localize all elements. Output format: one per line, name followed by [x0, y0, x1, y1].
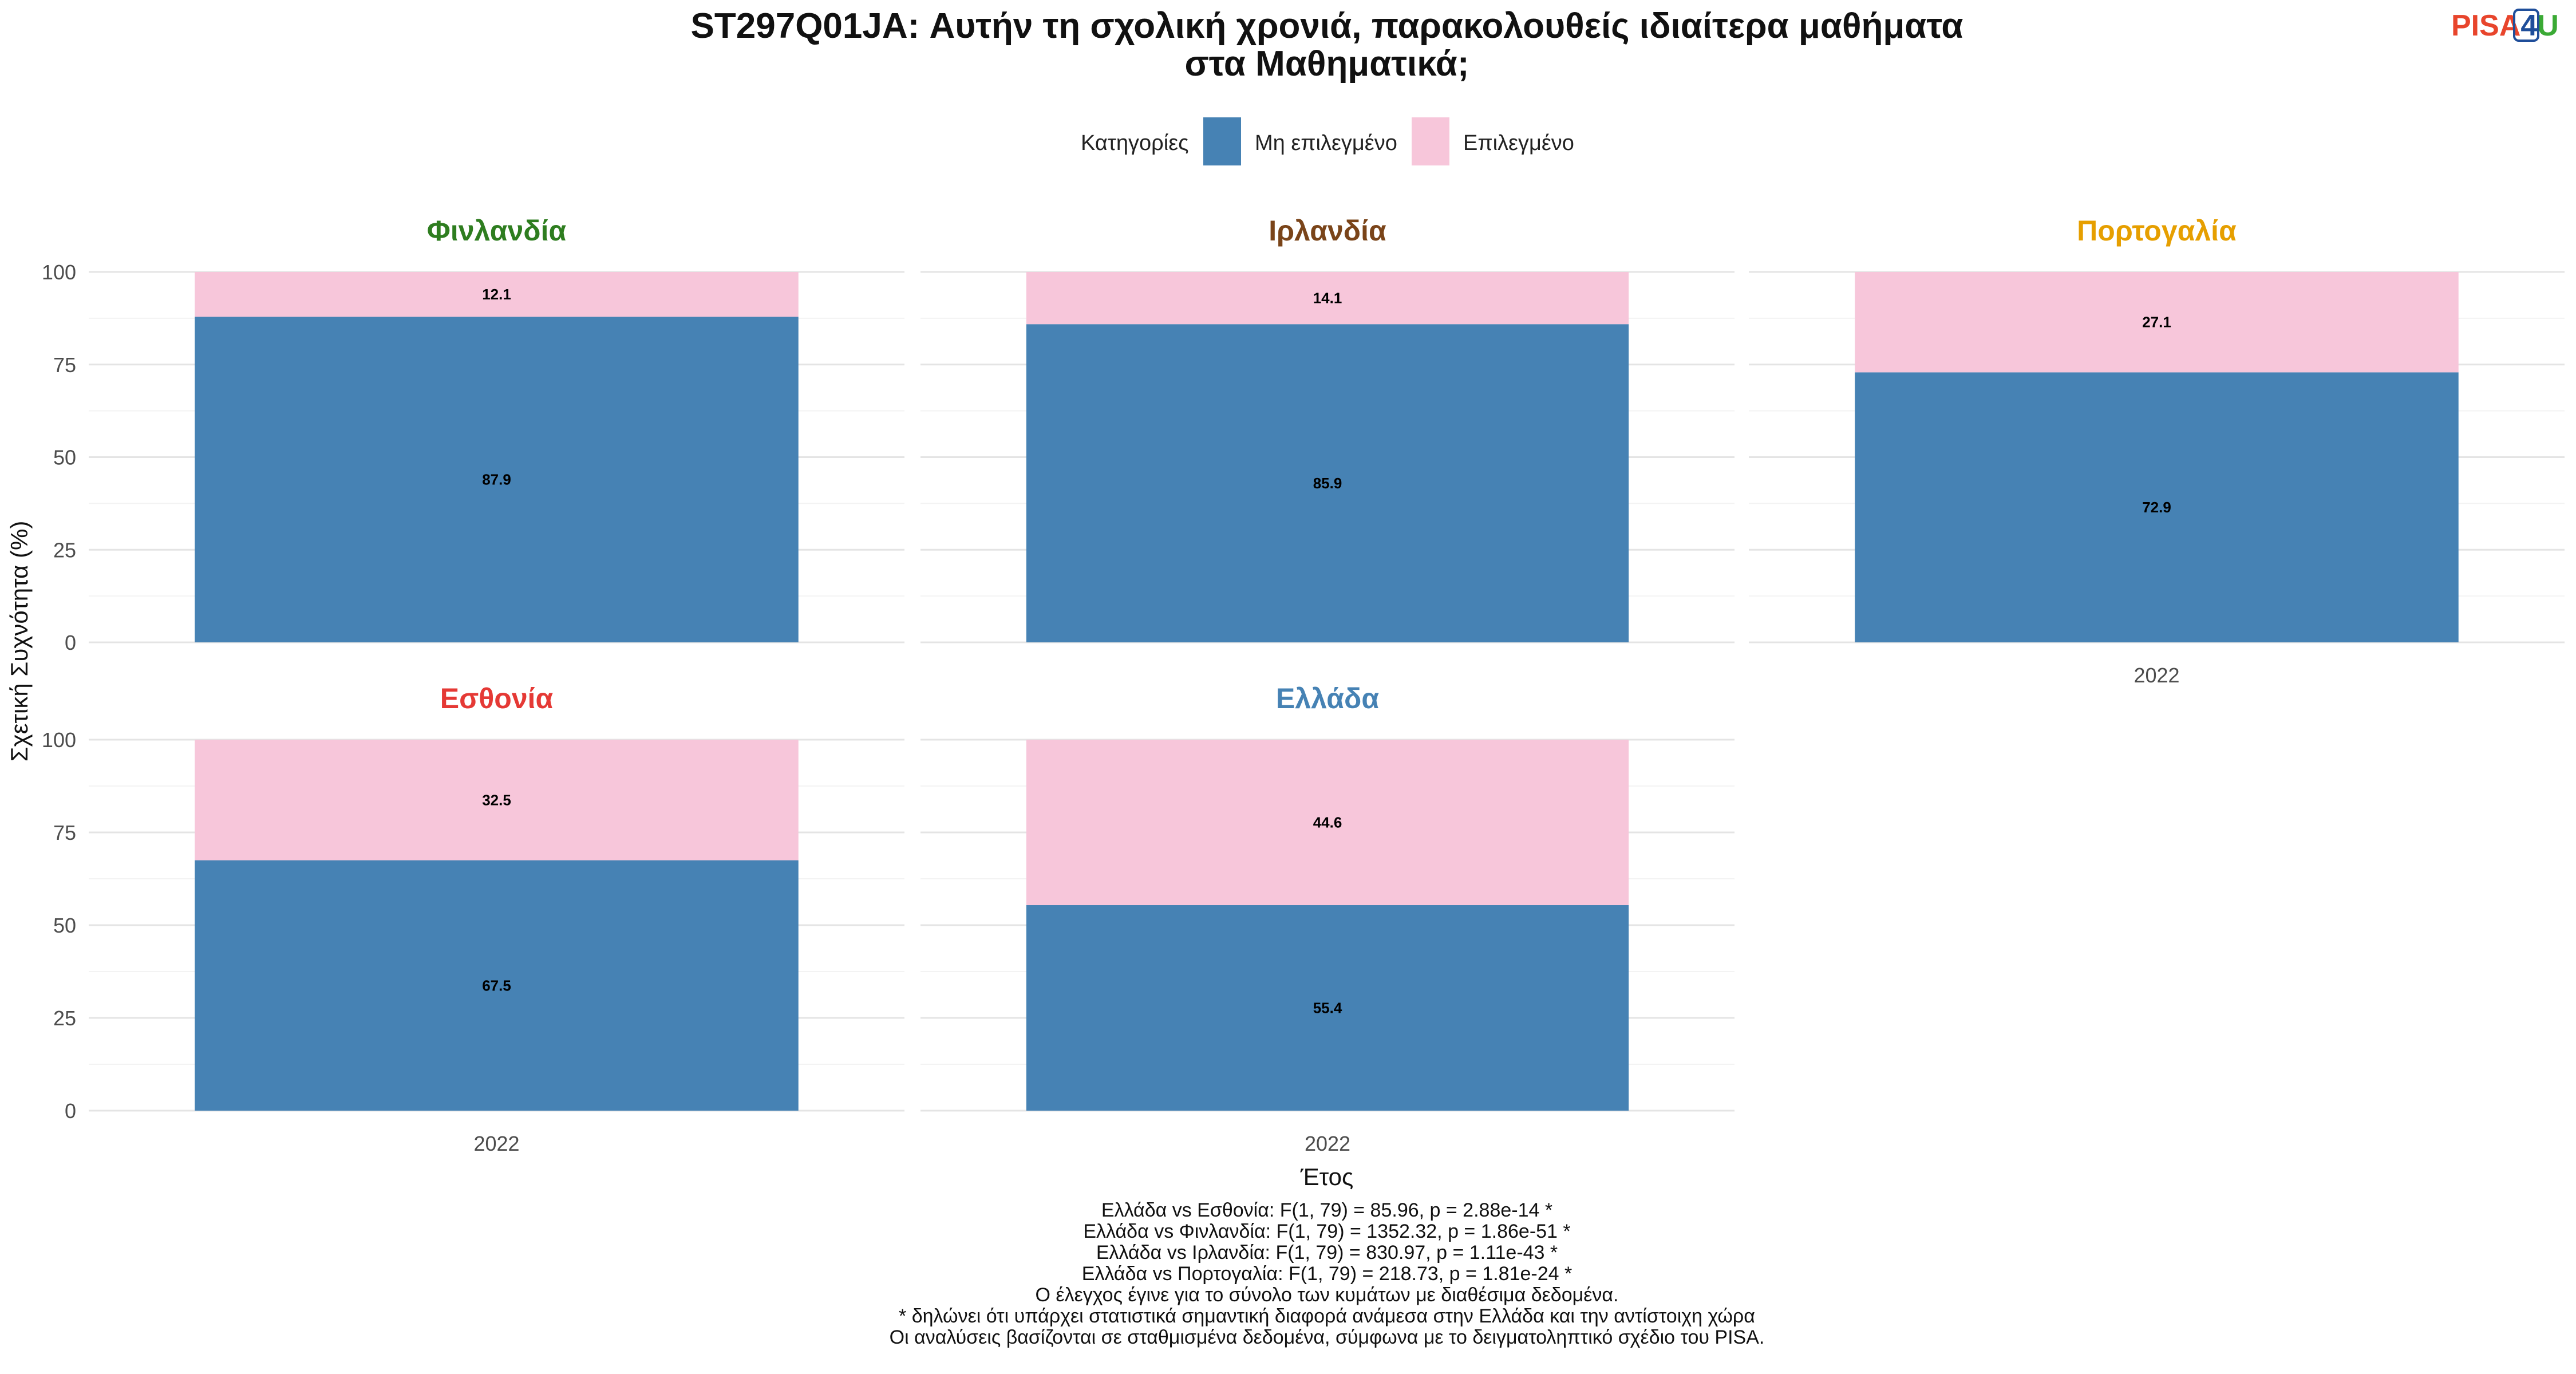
y-tick-label: 25 [53, 1006, 76, 1030]
panel-title: Ιρλανδία [1269, 215, 1386, 247]
panel: Εσθονία 67.5 32.5 2022 0 25 50 75 100 [42, 682, 904, 1155]
panel: Ιρλανδία 85.9 14.1 [920, 215, 1735, 643]
bar-value-label: 55.4 [1313, 1000, 1342, 1017]
bar-value-label: 67.5 [482, 977, 511, 994]
legend-title: Κατηγορίες [1081, 131, 1188, 155]
logo-part: 4 [2520, 9, 2537, 42]
caption-line: Ελλάδα vs Φινλανδία: F(1, 79) = 1352.32,… [1083, 1221, 1570, 1242]
bar-value-label: 87.9 [482, 471, 511, 488]
y-tick-label: 100 [42, 260, 76, 284]
y-tick-label: 0 [65, 1099, 76, 1123]
bar-value-label: 12.1 [482, 286, 511, 303]
y-tick-label: 0 [65, 631, 76, 654]
y-axis-title: Σχετική Συχνότητα (%) [6, 521, 33, 762]
chart-title-line: στα Μαθηματικά; [1184, 44, 1469, 84]
bar-segment [1026, 740, 1629, 906]
bar-segment [1026, 905, 1629, 1111]
y-tick-label: 100 [42, 728, 76, 752]
x-tick-label: 2022 [473, 1132, 519, 1155]
caption-line: * δηλώνει ότι υπάρχει στατιστικά σημαντι… [899, 1305, 1755, 1327]
chart-title: ST297Q01JA: Αυτήν τη σχολική χρονιά, παρ… [691, 6, 1963, 84]
logo-text: PISA4U [2451, 9, 2559, 42]
bar-segment [195, 740, 799, 860]
bar-segment [1855, 372, 2459, 642]
bar-segment [195, 860, 799, 1111]
facet-panels: Φινλανδία 87.9 12.1 0 25 50 75 100 Ιρλανδία 85.9 1… [42, 215, 2565, 1155]
x-tick-label: 2022 [2134, 664, 2179, 687]
panel-title: Πορτογαλία [2077, 215, 2237, 247]
bar-value-label: 85.9 [1313, 475, 1342, 492]
pisa4u-logo: PISA4U [2451, 9, 2559, 42]
panel: Φινλανδία 87.9 12.1 0 25 50 75 100 [42, 215, 904, 654]
bar-segment [1855, 272, 2459, 373]
bar-segment [1026, 272, 1629, 325]
panel: Ελλάδα 55.4 44.6 2022 [920, 682, 1735, 1155]
y-tick-label: 75 [53, 353, 76, 377]
chart-title-line: ST297Q01JA: Αυτήν τη σχολική χρονιά, παρ… [691, 6, 1963, 46]
bar-value-label: 32.5 [482, 791, 511, 808]
x-tick-label: 2022 [1305, 1132, 1350, 1155]
caption-line: Ελλάδα vs Πορτογαλία: F(1, 79) = 218.73,… [1082, 1263, 1572, 1285]
legend: Κατηγορίες Μη επιλεγμένο Επιλεγμένο [1081, 117, 1574, 165]
caption-line: Ελλάδα vs Εσθονία: F(1, 79) = 85.96, p =… [1101, 1199, 1552, 1221]
bar-segment [1026, 324, 1629, 642]
legend-key [1412, 117, 1449, 165]
panel-title: Φινλανδία [427, 215, 567, 247]
bar-value-label: 44.6 [1313, 814, 1342, 831]
caption-line: Οι αναλύσεις βασίζονται σε σταθμισμένα δ… [890, 1326, 1765, 1348]
panel: Πορτογαλία 72.9 27.1 2022 [1749, 215, 2565, 687]
bar-segment [195, 317, 799, 642]
bar-value-label: 14.1 [1313, 290, 1342, 307]
legend-label: Επιλεγμένο [1463, 131, 1574, 155]
logo-frame [2513, 9, 2539, 42]
y-tick-label: 75 [53, 821, 76, 844]
y-tick-label: 50 [53, 914, 76, 937]
bar-value-label: 72.9 [2142, 499, 2171, 516]
x-axis-title: Έτος [1300, 1163, 1354, 1190]
logo-part: U [2537, 9, 2559, 42]
caption-line: Ελλάδα vs Ιρλανδία: F(1, 79) = 830.97, p… [1096, 1242, 1558, 1264]
logo-part: PISA [2451, 9, 2520, 42]
legend-label: Μη επιλεγμένο [1255, 131, 1397, 155]
legend-key [1203, 117, 1241, 165]
caption: Ελλάδα vs Εσθονία: F(1, 79) = 85.96, p =… [890, 1199, 1765, 1348]
y-tick-label: 50 [53, 446, 76, 469]
bar-segment [195, 272, 799, 317]
caption-line: Ο έλεγχος έγινε για το σύνολο των κυμάτω… [1036, 1284, 1619, 1306]
y-tick-label: 25 [53, 538, 76, 562]
panel-title: Εσθονία [440, 682, 554, 714]
bar-value-label: 27.1 [2142, 314, 2171, 331]
panel-title: Ελλάδα [1276, 682, 1379, 714]
